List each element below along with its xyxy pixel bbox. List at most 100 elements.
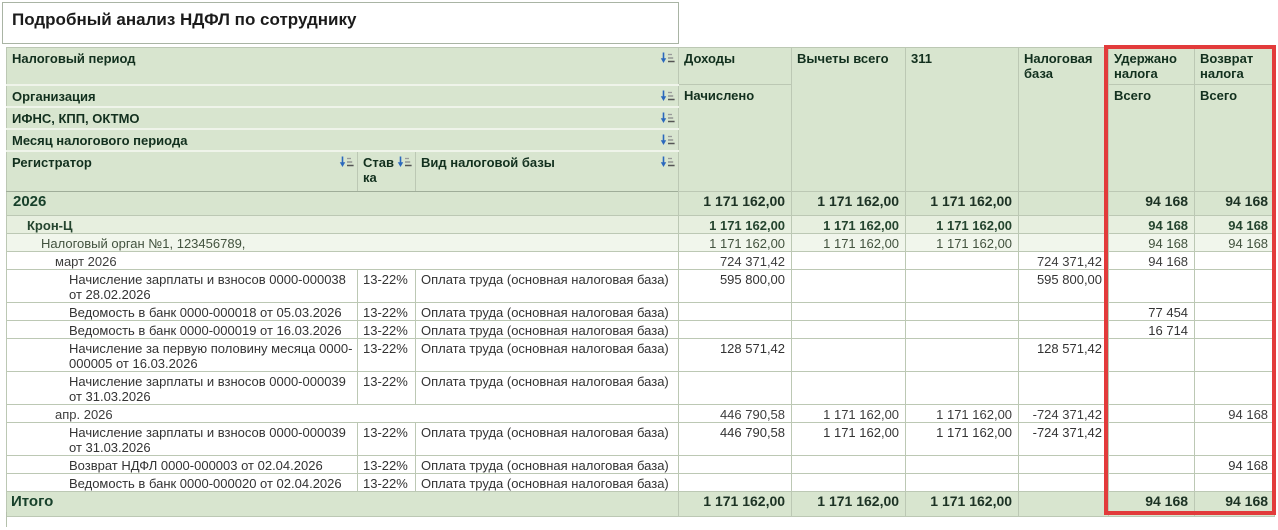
value-cell[interactable] [905, 371, 1020, 405]
value-cell[interactable]: 128 571,42 [1018, 338, 1110, 372]
header-rate[interactable]: Ставка [357, 150, 416, 192]
value-cell[interactable] [678, 302, 793, 321]
value-cell[interactable]: 94 168 [1194, 191, 1276, 216]
rate-cell[interactable]: 13-22% [357, 269, 416, 303]
tax-base-kind-cell[interactable]: Оплата труда (основная налоговая база) [414, 338, 680, 372]
value-cell[interactable] [1018, 191, 1110, 216]
header-refund[interactable]: Возврат налога [1194, 47, 1276, 85]
value-cell[interactable]: 595 800,00 [678, 269, 793, 303]
registrator-cell[interactable]: Начисление зарплаты и взносов 0000-00003… [6, 371, 358, 405]
group-label-cell[interactable]: апр. 2026 [5, 404, 680, 423]
value-cell[interactable]: 128 571,42 [678, 338, 793, 372]
value-cell[interactable]: 94 168 [1108, 251, 1196, 270]
value-cell[interactable] [1108, 404, 1196, 423]
value-cell[interactable] [791, 371, 907, 405]
value-cell[interactable]: 446 790,58 [678, 404, 793, 423]
value-cell[interactable] [1108, 422, 1196, 456]
value-cell[interactable]: 446 790,58 [678, 422, 793, 456]
value-cell[interactable]: 1 171 162,00 [905, 422, 1020, 456]
rate-cell[interactable]: 13-22% [357, 422, 416, 456]
value-cell[interactable]: 1 171 162,00 [791, 233, 907, 252]
registrator-cell[interactable]: Начисление зарплаты и взносов 0000-00003… [6, 269, 358, 303]
value-cell[interactable]: -724 371,42 [1018, 404, 1110, 423]
value-cell[interactable] [1018, 371, 1110, 405]
value-cell[interactable] [1194, 473, 1276, 492]
value-cell[interactable] [1108, 338, 1196, 372]
tax-base-kind-cell[interactable]: Оплата труда (основная налоговая база) [414, 422, 680, 456]
value-cell[interactable] [1018, 491, 1110, 517]
group-label-cell[interactable]: Налоговый орган №1, 123456789, [5, 233, 680, 252]
value-cell[interactable] [1108, 371, 1196, 405]
value-cell[interactable] [1018, 215, 1110, 234]
value-cell[interactable]: 94 168 [1194, 215, 1276, 234]
value-cell[interactable] [678, 455, 793, 474]
value-cell[interactable]: 595 800,00 [1018, 269, 1110, 303]
header-withheld-sub[interactable]: Всего [1108, 84, 1196, 192]
group-label-cell[interactable]: Итого [5, 491, 680, 517]
value-cell[interactable]: 94 168 [1108, 491, 1196, 517]
value-cell[interactable] [791, 302, 907, 321]
header-refund-sub[interactable]: Всего [1194, 84, 1276, 192]
value-cell[interactable] [678, 371, 793, 405]
header-withheld[interactable]: Удержано налога [1108, 47, 1196, 85]
sort-icon[interactable] [397, 156, 412, 171]
rate-cell[interactable]: 13-22% [357, 302, 416, 321]
rate-cell[interactable]: 13-22% [357, 320, 416, 339]
value-cell[interactable] [678, 473, 793, 492]
header-income-sub[interactable]: Начислено [678, 84, 793, 192]
value-cell[interactable]: 94 168 [1108, 233, 1196, 252]
value-cell[interactable] [905, 338, 1020, 372]
value-cell[interactable]: 1 171 162,00 [791, 404, 907, 423]
value-cell[interactable]: 1 171 162,00 [678, 215, 793, 234]
tax-base-kind-cell[interactable]: Оплата труда (основная налоговая база) [414, 473, 680, 492]
registrator-cell[interactable]: Ведомость в банк 0000-000020 от 02.04.20… [6, 473, 358, 492]
registrator-cell[interactable]: Начисление зарплаты и взносов 0000-00003… [6, 422, 358, 456]
rate-cell[interactable]: 13-22% [357, 473, 416, 492]
value-cell[interactable] [1194, 338, 1276, 372]
header-tax-base-kind[interactable]: Вид налоговой базы [414, 150, 680, 192]
tax-base-kind-cell[interactable]: Оплата труда (основная налоговая база) [414, 269, 680, 303]
group-label-cell[interactable]: март 2026 [5, 251, 680, 270]
sort-icon[interactable] [660, 90, 675, 105]
value-cell[interactable]: 94 168 [1194, 404, 1276, 423]
value-cell[interactable] [905, 473, 1020, 492]
value-cell[interactable] [1018, 320, 1110, 339]
group-label-cell[interactable]: Крон-Ц [5, 215, 680, 234]
value-cell[interactable]: 1 171 162,00 [791, 491, 907, 517]
value-cell[interactable]: 1 171 162,00 [905, 191, 1020, 216]
registrator-cell[interactable]: Возврат НДФЛ 0000-000003 от 02.04.2026 [6, 455, 358, 474]
header-code311[interactable]: 311 [905, 47, 1020, 192]
header-ifns[interactable]: ИФНС, КПП, ОКТМО [5, 106, 680, 130]
value-cell[interactable]: 94 168 [1108, 191, 1196, 216]
value-cell[interactable]: 1 171 162,00 [791, 215, 907, 234]
value-cell[interactable] [791, 455, 907, 474]
tax-base-kind-cell[interactable]: Оплата труда (основная налоговая база) [414, 320, 680, 339]
value-cell[interactable]: 94 168 [1194, 455, 1276, 474]
value-cell[interactable] [678, 320, 793, 339]
value-cell[interactable] [1194, 302, 1276, 321]
value-cell[interactable] [791, 473, 907, 492]
value-cell[interactable] [1194, 320, 1276, 339]
value-cell[interactable] [905, 269, 1020, 303]
value-cell[interactable] [1108, 455, 1196, 474]
header-income[interactable]: Доходы [678, 47, 793, 85]
value-cell[interactable] [1018, 473, 1110, 492]
value-cell[interactable]: 1 171 162,00 [791, 422, 907, 456]
value-cell[interactable]: 16 714 [1108, 320, 1196, 339]
value-cell[interactable]: 1 171 162,00 [905, 233, 1020, 252]
value-cell[interactable]: 1 171 162,00 [678, 191, 793, 216]
header-tax-period[interactable]: Налоговый период [5, 47, 680, 86]
header-registrator[interactable]: Регистратор [6, 150, 358, 192]
registrator-cell[interactable]: Ведомость в банк 0000-000018 от 05.03.20… [6, 302, 358, 321]
value-cell[interactable]: 94 168 [1194, 491, 1276, 517]
value-cell[interactable]: 1 171 162,00 [905, 491, 1020, 517]
value-cell[interactable]: 94 168 [1108, 215, 1196, 234]
registrator-cell[interactable]: Начисление за первую половину месяца 000… [6, 338, 358, 372]
value-cell[interactable] [905, 455, 1020, 474]
header-deductions[interactable]: Вычеты всего [791, 47, 907, 192]
value-cell[interactable]: 77 454 [1108, 302, 1196, 321]
value-cell[interactable] [1018, 233, 1110, 252]
value-cell[interactable]: 1 171 162,00 [905, 215, 1020, 234]
sort-icon[interactable] [660, 134, 675, 149]
value-cell[interactable] [905, 320, 1020, 339]
